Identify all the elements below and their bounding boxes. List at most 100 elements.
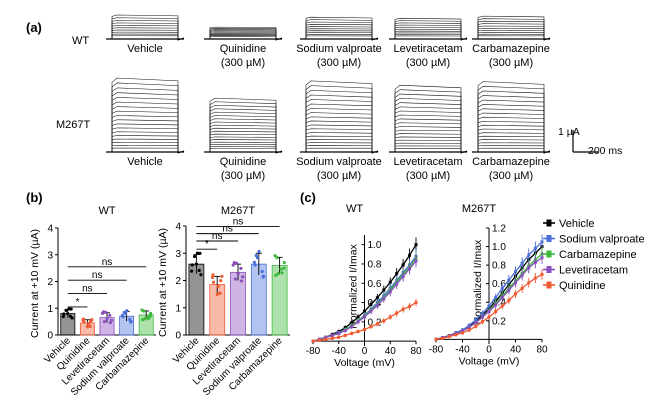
data-point bbox=[261, 274, 266, 278]
x-tick-label: -40 bbox=[455, 344, 470, 355]
trace-sweep bbox=[389, 98, 468, 154]
significance-label: * bbox=[205, 239, 209, 250]
data-point bbox=[514, 270, 517, 274]
data-point bbox=[343, 333, 347, 337]
data-point bbox=[507, 278, 511, 282]
data-point bbox=[108, 313, 112, 317]
iv-legend: Vehicle Sodium valproate Carbamazepine Leve… bbox=[543, 218, 645, 292]
data-point bbox=[239, 279, 244, 283]
data-point bbox=[62, 312, 66, 316]
trace-m267t-levetiracetam: Levetiracetam (300 µM) bbox=[389, 84, 468, 182]
data-point bbox=[311, 339, 315, 343]
data-point bbox=[100, 311, 105, 315]
data-point bbox=[467, 328, 471, 332]
data-point bbox=[487, 310, 491, 314]
data-point bbox=[356, 320, 360, 324]
data-point bbox=[235, 261, 239, 266]
trace-sweep bbox=[389, 102, 468, 154]
data-point bbox=[210, 275, 215, 279]
data-point bbox=[533, 260, 537, 264]
data-point bbox=[375, 296, 379, 300]
trace-wt-carbamazepine: Carbamazepine (300 µM) bbox=[472, 15, 551, 69]
data-point bbox=[253, 263, 257, 267]
y-tick-label: 0.8 bbox=[492, 261, 506, 272]
data-point bbox=[474, 321, 478, 325]
trace-wt-vehicle: Vehicle bbox=[106, 14, 185, 55]
data-point bbox=[500, 304, 504, 308]
data-point bbox=[461, 329, 464, 333]
trace-m267t-carbamazepine: Carbamazepine (300 µM) bbox=[472, 81, 551, 182]
data-point bbox=[197, 268, 201, 273]
x-tick-label: 80 bbox=[536, 344, 548, 355]
trace-sweep bbox=[204, 26, 283, 41]
significance-label: ns bbox=[233, 217, 244, 228]
y-axis-label: Normalized I/Imax bbox=[348, 243, 360, 328]
trace-label-sodium-valproate: Sodium valproate bbox=[296, 156, 382, 168]
legend-label-carbamazepine: Carbamazepine bbox=[559, 249, 637, 261]
y-tick-label: 2 bbox=[47, 277, 53, 288]
bar-chart-title: WT bbox=[98, 205, 115, 217]
data-point bbox=[324, 337, 328, 341]
data-point bbox=[109, 318, 114, 322]
trace-sweep bbox=[472, 95, 551, 154]
y-axis-label: Current at +10 mV (µA) bbox=[29, 229, 41, 338]
y-tick-label: 0 bbox=[47, 331, 53, 342]
data-point bbox=[388, 280, 392, 284]
row-label-wt: WT bbox=[72, 35, 89, 47]
data-point bbox=[527, 266, 531, 270]
data-point bbox=[408, 304, 412, 308]
data-point bbox=[142, 309, 146, 313]
data-point bbox=[279, 267, 283, 271]
data-point bbox=[434, 337, 438, 341]
data-point bbox=[408, 267, 412, 271]
data-point bbox=[540, 272, 544, 276]
data-point bbox=[254, 253, 258, 258]
data-point bbox=[447, 335, 451, 339]
trace-sweep bbox=[300, 135, 379, 154]
data-point bbox=[282, 260, 286, 265]
data-point bbox=[324, 335, 328, 339]
data-point bbox=[467, 325, 471, 329]
data-point bbox=[382, 319, 386, 323]
legend-marker-levetiracetam bbox=[546, 266, 552, 273]
data-point bbox=[317, 338, 321, 342]
data-point bbox=[337, 331, 341, 335]
trace-sweep bbox=[472, 135, 551, 154]
y-tick-label: 0.6 bbox=[368, 279, 382, 290]
legend-marker-vehicle bbox=[546, 219, 552, 227]
trace-label-carbamazepine: Carbamazepine bbox=[472, 156, 550, 168]
data-point bbox=[480, 320, 484, 324]
trace-sweep bbox=[472, 116, 551, 154]
data-point bbox=[220, 274, 224, 278]
data-point bbox=[520, 273, 524, 277]
trace-label-sodium-valproate: Sodium valproate bbox=[296, 43, 382, 55]
trace-label-quinidine: Quinidine bbox=[220, 156, 266, 168]
iv-chart-title: WT bbox=[346, 203, 363, 215]
trace-sweep bbox=[204, 139, 283, 154]
scale-bar: 1 µA 200 ms bbox=[558, 126, 622, 157]
data-point bbox=[401, 275, 405, 279]
data-point bbox=[149, 311, 153, 316]
y-tick-label: 1.0 bbox=[492, 242, 506, 253]
y-tick-label: 0 bbox=[175, 331, 181, 342]
data-point bbox=[211, 273, 215, 277]
panel-b-label: (b) bbox=[26, 190, 43, 205]
data-point bbox=[211, 280, 216, 284]
data-point bbox=[507, 298, 511, 302]
data-point bbox=[350, 325, 354, 329]
data-point bbox=[330, 333, 334, 337]
trace-sweep bbox=[472, 99, 551, 154]
trace-concentration-label: (300 µM) bbox=[489, 57, 533, 69]
row-label-m267t: M267T bbox=[56, 119, 91, 131]
trace-sweep bbox=[389, 139, 468, 154]
significance-label: ns bbox=[222, 224, 233, 235]
trace-label-carbamazepine: Carbamazepine bbox=[472, 43, 550, 55]
data-point bbox=[215, 292, 219, 296]
legend-marker-sodium-valproate bbox=[546, 235, 552, 242]
trace-wt-levetiracetam: Levetiracetam (300 µM) bbox=[389, 18, 468, 69]
data-point bbox=[274, 273, 278, 277]
significance-label: * bbox=[76, 297, 80, 308]
